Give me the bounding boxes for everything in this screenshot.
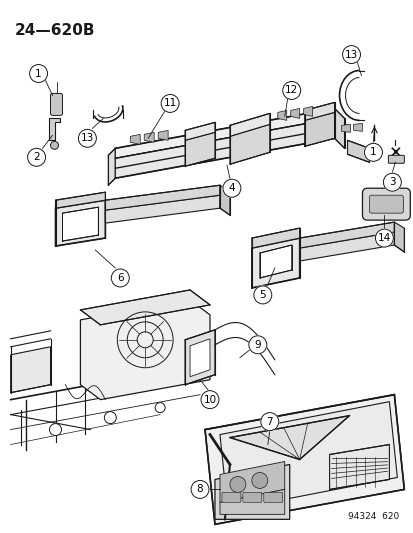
Polygon shape [229, 124, 269, 164]
Circle shape [393, 150, 397, 154]
Polygon shape [251, 238, 299, 288]
Circle shape [50, 141, 58, 149]
Polygon shape [329, 445, 389, 489]
Text: 24—620B: 24—620B [14, 22, 95, 38]
Polygon shape [80, 290, 209, 325]
Polygon shape [55, 192, 105, 208]
Text: 1: 1 [369, 147, 376, 157]
Circle shape [282, 82, 300, 100]
Polygon shape [115, 118, 334, 178]
Polygon shape [214, 464, 289, 519]
Polygon shape [158, 131, 168, 140]
Polygon shape [185, 123, 214, 140]
Circle shape [190, 480, 209, 498]
Text: 5: 5 [259, 290, 266, 300]
Circle shape [29, 64, 47, 83]
Circle shape [229, 477, 245, 492]
Circle shape [104, 411, 116, 424]
Circle shape [111, 269, 129, 287]
Circle shape [78, 130, 96, 147]
Text: 6: 6 [117, 273, 123, 283]
FancyBboxPatch shape [263, 492, 282, 503]
Polygon shape [130, 134, 140, 144]
Polygon shape [251, 228, 299, 248]
Polygon shape [341, 124, 350, 132]
Circle shape [260, 413, 278, 431]
Circle shape [155, 402, 165, 413]
Text: 2: 2 [33, 152, 40, 162]
Polygon shape [115, 108, 334, 158]
Text: 11: 11 [163, 99, 176, 108]
FancyBboxPatch shape [50, 93, 62, 116]
Polygon shape [290, 108, 299, 118]
Polygon shape [347, 140, 368, 162]
Text: 4: 4 [228, 183, 235, 193]
Circle shape [253, 286, 271, 304]
Polygon shape [219, 489, 284, 514]
Polygon shape [11, 347, 50, 393]
Circle shape [201, 391, 218, 409]
Text: 13: 13 [81, 133, 94, 143]
FancyBboxPatch shape [368, 195, 402, 213]
Polygon shape [105, 195, 219, 223]
Circle shape [363, 143, 382, 161]
Polygon shape [394, 222, 404, 252]
Polygon shape [334, 108, 344, 148]
Text: 14: 14 [377, 233, 390, 243]
Polygon shape [185, 330, 214, 385]
Polygon shape [229, 114, 269, 136]
Polygon shape [80, 300, 209, 400]
Text: 7: 7 [266, 417, 273, 426]
Text: 94324  620: 94324 620 [347, 512, 399, 521]
FancyBboxPatch shape [387, 155, 404, 163]
Circle shape [50, 424, 62, 435]
Polygon shape [62, 207, 98, 241]
Circle shape [382, 173, 400, 191]
Polygon shape [219, 185, 229, 215]
FancyBboxPatch shape [362, 188, 409, 220]
FancyBboxPatch shape [221, 492, 240, 503]
Text: 10: 10 [203, 394, 216, 405]
Text: 3: 3 [388, 177, 395, 187]
Polygon shape [144, 132, 154, 142]
Text: 9: 9 [254, 340, 261, 350]
Polygon shape [229, 416, 349, 459]
Polygon shape [185, 132, 214, 166]
Polygon shape [303, 107, 312, 116]
Polygon shape [299, 222, 394, 248]
Circle shape [161, 94, 179, 112]
Polygon shape [259, 245, 291, 278]
Polygon shape [105, 185, 219, 210]
Circle shape [251, 472, 267, 488]
Polygon shape [304, 102, 334, 120]
Text: 12: 12 [285, 85, 298, 95]
Polygon shape [353, 123, 362, 131]
Polygon shape [108, 148, 115, 185]
Text: 8: 8 [196, 484, 203, 495]
Polygon shape [277, 110, 286, 120]
Circle shape [248, 336, 266, 354]
Text: 1: 1 [35, 69, 42, 78]
Polygon shape [304, 112, 334, 147]
Polygon shape [190, 339, 209, 377]
Circle shape [375, 229, 392, 247]
Polygon shape [55, 200, 105, 246]
Polygon shape [48, 118, 60, 140]
Text: 13: 13 [344, 50, 357, 60]
Polygon shape [219, 402, 396, 511]
Circle shape [223, 179, 240, 197]
Circle shape [342, 46, 360, 63]
FancyBboxPatch shape [242, 492, 261, 503]
Polygon shape [299, 232, 394, 261]
Polygon shape [219, 462, 284, 503]
Polygon shape [204, 394, 404, 524]
Circle shape [28, 148, 45, 166]
